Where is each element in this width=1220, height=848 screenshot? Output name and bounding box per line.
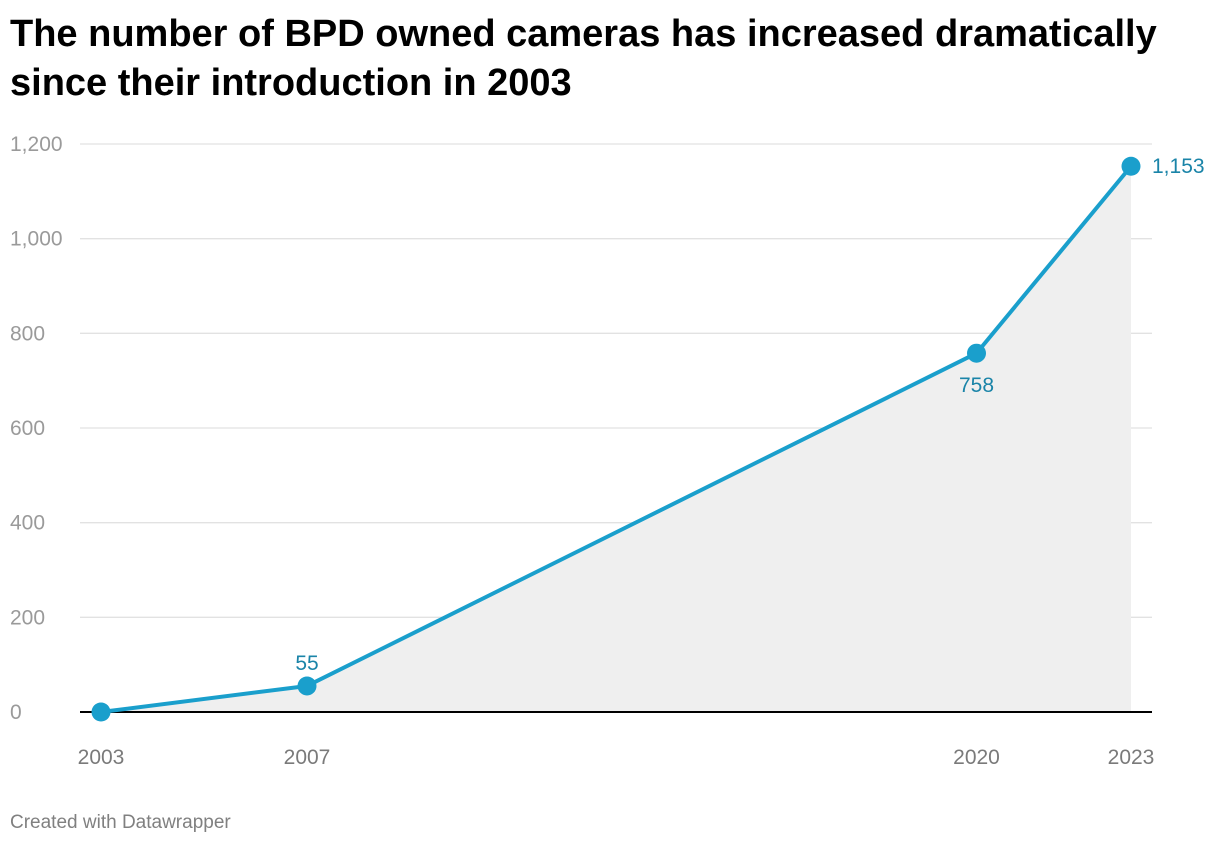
data-label: 758 — [959, 374, 994, 397]
y-tick-label: 1,000 — [10, 228, 63, 251]
y-tick-label: 1,200 — [10, 133, 63, 156]
y-tick-label: 600 — [10, 417, 45, 440]
y-axis: 0 200 400 600 800 1,000 1,200 — [10, 133, 63, 724]
data-label: 1,153 — [1152, 155, 1205, 178]
data-point — [967, 343, 986, 363]
footer-credit: Created with Datawrapper — [10, 812, 231, 833]
data-label: 55 — [295, 652, 318, 675]
data-points — [91, 156, 1141, 722]
data-point — [297, 676, 317, 696]
data-point — [91, 702, 111, 722]
y-tick-label: 0 — [10, 701, 22, 724]
series-line — [99, 164, 1133, 714]
data-labels: 55 758 1,153 — [295, 155, 1204, 675]
x-axis: 2003 2007 2020 2023 — [78, 746, 1155, 769]
x-tick-label: 2023 — [1108, 746, 1155, 769]
data-point — [1121, 156, 1141, 176]
y-tick-label: 200 — [10, 606, 45, 629]
y-tick-label: 800 — [10, 322, 45, 345]
x-tick-label: 2007 — [284, 746, 331, 769]
x-tick-label: 2003 — [78, 746, 125, 769]
y-tick-label: 400 — [10, 512, 45, 535]
chart-title: The number of BPD owned cameras has incr… — [10, 13, 1157, 104]
x-tick-label: 2020 — [953, 746, 1000, 769]
area-fill — [101, 166, 1131, 712]
